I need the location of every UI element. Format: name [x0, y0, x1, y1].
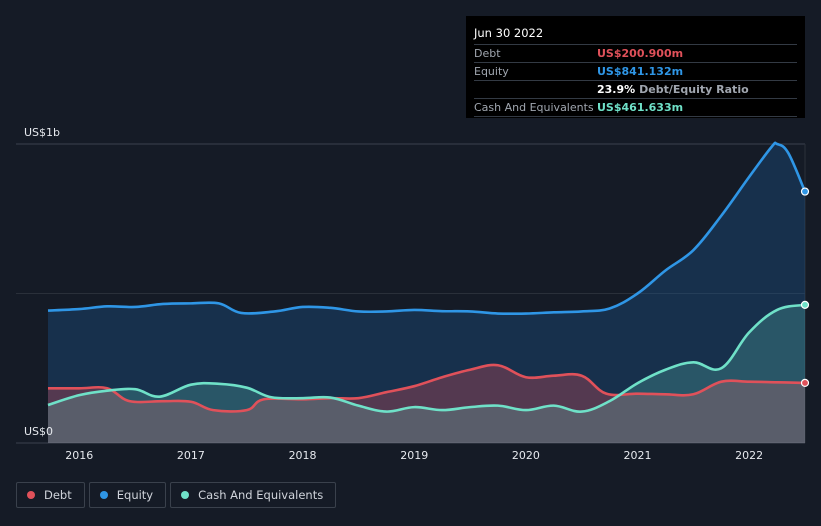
- tooltip: Jun 30 2022 Debt US$200.900m Equity US$8…: [466, 16, 805, 118]
- series-line-debt: [48, 363, 806, 413]
- endpoint-equity: [800, 187, 810, 196]
- legend-cash-label: Cash And Equivalents: [198, 488, 324, 502]
- tooltip-cash-value: US$461.633m: [597, 101, 684, 114]
- tooltip-ratio-value: 23.9%: [597, 83, 636, 96]
- x-tick-label: 2021: [623, 449, 652, 462]
- legend: Debt Equity Cash And Equivalents: [16, 482, 337, 510]
- legend-item-cash[interactable]: Cash And Equivalents: [170, 482, 337, 508]
- endpoint-debt: [800, 378, 810, 388]
- cash-dot-icon: [181, 491, 190, 499]
- tooltip-cash-label: Cash And Equivalents: [474, 101, 594, 114]
- x-tick-label: 2018: [288, 449, 317, 462]
- tooltip-row-equity: Equity US$841.132m: [474, 63, 797, 81]
- area-debt: [48, 364, 805, 443]
- tooltip-equity-value: US$841.132m: [597, 65, 684, 78]
- legend-debt-label: Debt: [44, 488, 72, 502]
- tooltip-debt-value: US$200.900m: [597, 47, 684, 60]
- legend-item-equity[interactable]: Equity: [88, 482, 167, 508]
- tooltip-row-cash: Cash And Equivalents US$461.633m: [474, 99, 797, 117]
- y-tick-label-bottom: US$0: [24, 425, 54, 438]
- series-line-equity: [47, 141, 807, 316]
- tooltip-date: Jun 30 2022: [474, 24, 797, 45]
- legend-equity-label: Equity: [116, 488, 154, 502]
- x-tick-label: 2020: [511, 449, 540, 462]
- tooltip-ratio: 23.9% Debt/Equity Ratio: [597, 81, 749, 98]
- area-equity: [48, 142, 805, 443]
- x-tick-label: 2022: [735, 449, 764, 462]
- debt-dot-icon: [27, 491, 35, 499]
- area-cash-and-equivalents: [48, 304, 805, 443]
- endpoint-cash-and-equivalents: [800, 300, 810, 309]
- equity-dot-icon: [99, 491, 108, 499]
- series-line-cash-and-equivalents: [47, 303, 806, 413]
- tooltip-row-debt: Debt US$200.900m: [474, 45, 797, 63]
- x-tick-label: 2017: [176, 449, 205, 462]
- tooltip-ratio-text: Debt/Equity Ratio: [639, 83, 749, 96]
- y-tick-label-top: US$1b: [24, 126, 61, 139]
- tooltip-row-ratio: 23.9% Debt/Equity Ratio: [474, 81, 797, 99]
- x-tick-label: 2016: [65, 449, 94, 462]
- tooltip-debt-label: Debt: [474, 47, 501, 60]
- x-tick-label: 2019: [400, 449, 429, 462]
- legend-item-debt[interactable]: Debt: [16, 482, 85, 508]
- tooltip-equity-label: Equity: [474, 65, 509, 78]
